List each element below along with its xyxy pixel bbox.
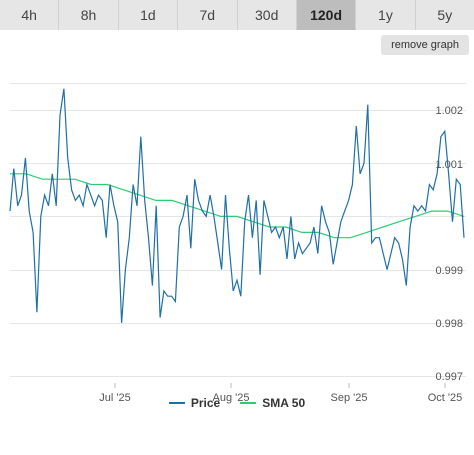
time-range-tabs: 4h 8h 1d 7d 30d 120d 1y 5y — [0, 0, 474, 30]
tab-120d[interactable]: 120d — [296, 0, 357, 30]
legend-item-sma[interactable]: SMA 50 — [240, 396, 305, 410]
sma-legend-swatch — [240, 402, 257, 404]
price-series-line — [9, 88, 465, 323]
y-tick-label: 0.998 — [435, 318, 463, 330]
y-tick-label: 1.002 — [435, 105, 463, 117]
tab-5y[interactable]: 5y — [415, 0, 474, 30]
legend-item-price[interactable]: Price — [168, 396, 221, 410]
x-tick-label: Jul '25 — [99, 392, 130, 404]
y-tick-label: 1.001 — [435, 159, 463, 171]
x-tick-label: Oct '25 — [428, 392, 463, 404]
tab-1y[interactable]: 1y — [356, 0, 416, 30]
x-tick-label: Sep '25 — [331, 392, 368, 404]
legend-label-price: Price — [190, 396, 221, 410]
remove-graph-button[interactable]: remove graph — [381, 35, 469, 55]
y-axis-ticks: 1.002 1.001 0.999 0.998 0.997 — [435, 105, 463, 383]
tab-8h[interactable]: 8h — [59, 0, 119, 30]
tab-7d[interactable]: 7d — [178, 0, 238, 30]
sma-50-series-line — [10, 173, 465, 239]
tab-4h[interactable]: 4h — [0, 0, 60, 30]
chart-legend: Price SMA 50 — [0, 393, 474, 413]
x-axis-ticks: Jul '25 Aug '25 Sep '25 Oct '25 — [99, 392, 462, 404]
tab-1d[interactable]: 1d — [118, 0, 179, 30]
x-tick-marks — [114, 383, 446, 388]
x-tick-label: Aug '25 — [213, 392, 250, 404]
price-legend-swatch — [168, 402, 185, 404]
y-tick-label: 0.997 — [435, 371, 463, 383]
grid-lines — [10, 83, 466, 377]
y-tick-label: 0.999 — [435, 265, 463, 277]
tab-30d[interactable]: 30d — [237, 0, 297, 30]
legend-label-sma: SMA 50 — [262, 396, 306, 410]
